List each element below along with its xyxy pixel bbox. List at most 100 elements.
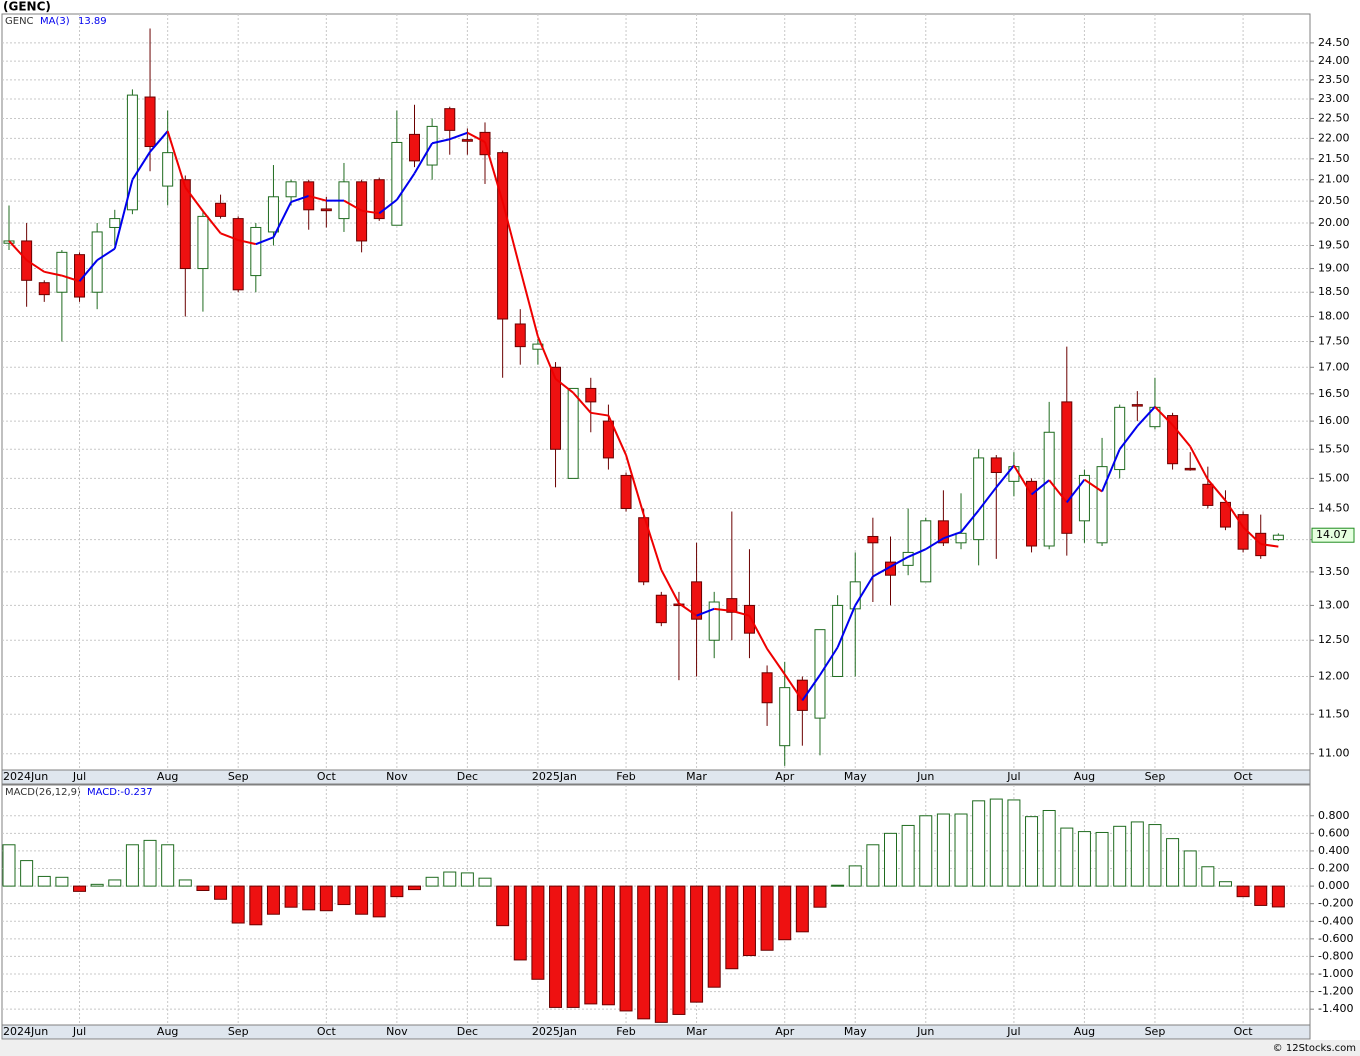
x-tick-label: Aug <box>1074 770 1095 783</box>
macd-bar <box>654 885 668 1023</box>
macd-bar <box>55 876 69 887</box>
x-tick-label: Jun <box>916 770 934 783</box>
x-tick-label: 2025Jan <box>532 1025 577 1038</box>
y-tick-label: 12.50 <box>1318 633 1350 646</box>
ma-line <box>625 454 645 515</box>
last-price-box <box>1311 527 1355 543</box>
y-tick-label: 24.00 <box>1318 54 1350 67</box>
macd-bar <box>813 885 827 908</box>
price-date-strip <box>1 769 1311 785</box>
macd-bar <box>460 872 474 887</box>
macd-bar <box>390 885 404 898</box>
y-tick-label: 11.50 <box>1318 707 1350 720</box>
y-tick-label: 0.600 <box>1318 826 1350 839</box>
candle-body <box>1131 404 1143 407</box>
x-tick-label: Jul <box>72 770 86 783</box>
footer-bar <box>0 1040 1360 1056</box>
ma-line <box>748 615 768 650</box>
ma-line <box>501 201 522 270</box>
ma-line <box>1189 445 1209 481</box>
ma-line <box>378 199 398 215</box>
y-tick-label: -0.800 <box>1318 949 1353 962</box>
y-tick-label: 0.400 <box>1318 844 1350 857</box>
candle-body <box>1202 483 1214 506</box>
macd-bar <box>372 885 386 918</box>
candle-body <box>1061 401 1073 534</box>
macd-bar <box>20 860 34 887</box>
x-tick-label: Oct <box>1234 1025 1254 1038</box>
candle-body <box>215 202 227 217</box>
y-tick-label: 16.00 <box>1318 414 1350 427</box>
candle-body <box>550 366 562 450</box>
macd-bar <box>496 885 510 927</box>
x-tick-label: 2025Jan <box>532 770 577 783</box>
ma-line <box>1224 500 1244 528</box>
x-tick-label: Aug <box>157 1025 178 1038</box>
candle-body <box>973 457 985 541</box>
ma-line <box>1154 406 1174 426</box>
ma-line <box>678 602 698 617</box>
ma-line <box>660 569 680 604</box>
macd-bar <box>742 885 756 957</box>
macd-bar <box>231 885 245 924</box>
macd-bar <box>73 885 87 892</box>
macd-bar <box>919 815 933 887</box>
candle-body <box>567 387 579 479</box>
candle-body <box>937 520 949 544</box>
ma-line <box>61 274 80 283</box>
x-tick-label: May <box>844 770 867 783</box>
last-price-label: 14.07 <box>1316 528 1348 541</box>
macd-bar <box>531 885 545 980</box>
macd-bar <box>1201 866 1215 887</box>
y-tick-label: 12.00 <box>1318 669 1350 682</box>
ma-line <box>554 378 574 394</box>
macd-bar <box>884 832 897 887</box>
legend-symbol: GENC <box>5 16 34 27</box>
macd-bar <box>319 885 333 912</box>
macd-bar <box>1271 885 1285 908</box>
ma-line <box>8 240 28 261</box>
macd-bar <box>1007 799 1021 887</box>
candle-body <box>779 687 791 747</box>
ma-line <box>925 537 944 551</box>
x-tick-label: Feb <box>616 1025 635 1038</box>
macd-bar <box>549 885 563 1008</box>
ma-line <box>1242 526 1262 545</box>
macd-bar <box>778 885 792 941</box>
candle-body <box>1096 466 1108 544</box>
ma-line <box>572 392 592 414</box>
ma-line <box>1101 448 1121 492</box>
ma-line <box>166 130 187 188</box>
candle-body <box>109 218 121 228</box>
macd-bar <box>1254 885 1268 906</box>
y-tick-label: 0.800 <box>1318 809 1350 822</box>
ma-line <box>255 236 274 246</box>
ma-line <box>26 259 45 273</box>
ma-line <box>220 232 239 241</box>
y-tick-label: 17.00 <box>1318 360 1350 373</box>
macd-bar <box>672 885 686 1015</box>
candle-body <box>144 96 156 148</box>
macd-bar <box>637 885 651 1020</box>
y-tick-label: -1.400 <box>1318 1002 1353 1015</box>
candle-body <box>373 179 385 220</box>
macd-bar <box>266 885 280 915</box>
ma-line <box>890 556 909 568</box>
ma-line <box>237 239 257 246</box>
x-tick-label: Sep <box>1145 1025 1166 1038</box>
y-tick-label: 23.50 <box>1318 73 1350 86</box>
ma-line <box>431 138 450 145</box>
legend-macd: MACD(26,12,9) <box>5 787 81 798</box>
copyright: © 12Stocks.com <box>1273 1043 1356 1054</box>
x-tick-label: Apr <box>775 770 795 783</box>
candle-body <box>126 94 138 211</box>
x-tick-label: Sep <box>228 1025 249 1038</box>
macd-bar <box>302 885 316 911</box>
ma-line <box>854 576 874 606</box>
y-tick-label: 22.50 <box>1318 111 1350 124</box>
macd-bar <box>1148 824 1162 887</box>
price-panel <box>1 13 1311 771</box>
ma-line <box>1118 425 1139 450</box>
y-tick-label: -1.200 <box>1318 985 1353 998</box>
candle-body <box>162 152 174 187</box>
